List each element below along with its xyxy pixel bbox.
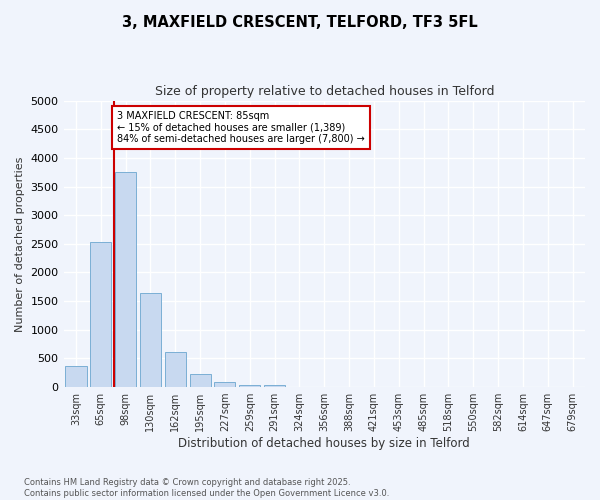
Bar — [140, 292, 161, 387]
Text: 3, MAXFIELD CRESCENT, TELFORD, TF3 5FL: 3, MAXFIELD CRESCENT, TELFORD, TF3 5FL — [122, 15, 478, 30]
Bar — [90, 242, 112, 387]
Bar — [239, 384, 260, 387]
Y-axis label: Number of detached properties: Number of detached properties — [15, 156, 25, 332]
Bar — [115, 172, 136, 387]
Bar — [264, 384, 285, 387]
Text: Contains HM Land Registry data © Crown copyright and database right 2025.
Contai: Contains HM Land Registry data © Crown c… — [24, 478, 389, 498]
Bar — [214, 382, 235, 387]
Title: Size of property relative to detached houses in Telford: Size of property relative to detached ho… — [155, 85, 494, 98]
Bar — [65, 366, 86, 387]
Bar — [190, 374, 211, 387]
Text: 3 MAXFIELD CRESCENT: 85sqm
← 15% of detached houses are smaller (1,389)
84% of s: 3 MAXFIELD CRESCENT: 85sqm ← 15% of deta… — [117, 111, 365, 144]
Bar — [165, 352, 186, 387]
X-axis label: Distribution of detached houses by size in Telford: Distribution of detached houses by size … — [178, 437, 470, 450]
